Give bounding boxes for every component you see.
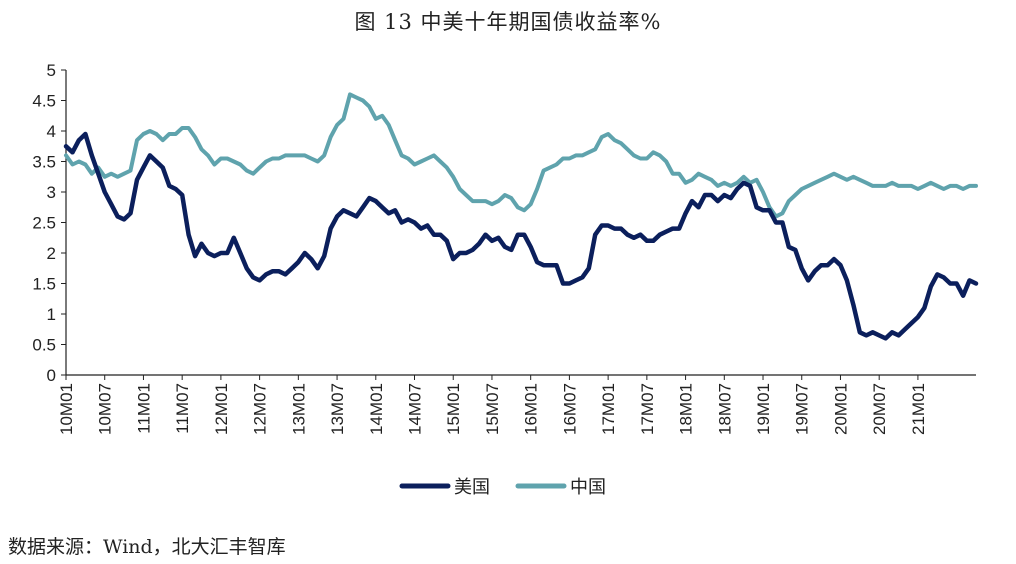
y-tick-label: 2 — [47, 244, 56, 263]
y-tick-label: 0 — [47, 366, 56, 385]
series-line-us — [63, 131, 979, 341]
x-tick-label: 15M01 — [444, 383, 463, 435]
x-tick-label: 16M07 — [560, 383, 579, 435]
x-tick-label: 18M07 — [715, 383, 734, 435]
x-tick-label: 11M01 — [134, 383, 153, 434]
x-tick-label: 10M07 — [96, 383, 115, 435]
x-tick-label: 10M01 — [57, 383, 76, 435]
x-tick-label: 19M07 — [793, 383, 812, 435]
x-tick-label: 16M01 — [522, 383, 541, 435]
y-tick-label: 3 — [47, 183, 56, 202]
y-tick-label: 4.5 — [32, 92, 56, 111]
legend-us-label: 美国 — [454, 477, 490, 498]
x-tick-label: 13M01 — [289, 383, 308, 435]
x-tick-label: 17M07 — [638, 383, 657, 435]
x-tick-label: 20M07 — [870, 383, 889, 435]
y-tick-label: 4 — [47, 122, 56, 141]
x-tick-label: 15M07 — [483, 383, 502, 435]
x-tick-label: 21M01 — [909, 383, 928, 435]
x-tick-label: 12M01 — [212, 383, 231, 435]
x-tick-label: 12M07 — [251, 383, 270, 435]
source-note: 数据来源：Wind，北大汇丰智库 — [8, 536, 286, 558]
series-line-china — [64, 92, 978, 219]
x-tick-label: 11M07 — [173, 383, 192, 434]
legend: 美国 中国 — [399, 477, 606, 498]
series-lines — [63, 92, 979, 341]
axes: 0 0.5 1 1.5 2 2.5 3 3.5 4 4.5 5 10M01 10M07 11M01 11M0… — [32, 61, 976, 435]
x-tick-label: 14M07 — [406, 383, 425, 435]
chart-title: 图 13 中美十年期国债收益率% — [354, 10, 662, 34]
x-tick-label: 14M01 — [367, 383, 386, 435]
y-tick-label: 1 — [47, 305, 56, 324]
x-tick-label: 13M07 — [328, 383, 347, 435]
x-tick-label: 19M01 — [754, 383, 773, 435]
y-tick-label: 1.5 — [32, 275, 56, 294]
y-tick-label: 0.5 — [32, 336, 56, 355]
x-tick-label: 20M01 — [831, 383, 850, 435]
y-tick-label: 5 — [47, 61, 56, 80]
x-tick-label: 18M01 — [677, 383, 696, 435]
x-tick-label: 17M01 — [599, 383, 618, 435]
y-tick-label: 2.5 — [32, 214, 56, 233]
legend-china-label: 中国 — [570, 477, 606, 498]
y-tick-label: 3.5 — [32, 153, 56, 172]
